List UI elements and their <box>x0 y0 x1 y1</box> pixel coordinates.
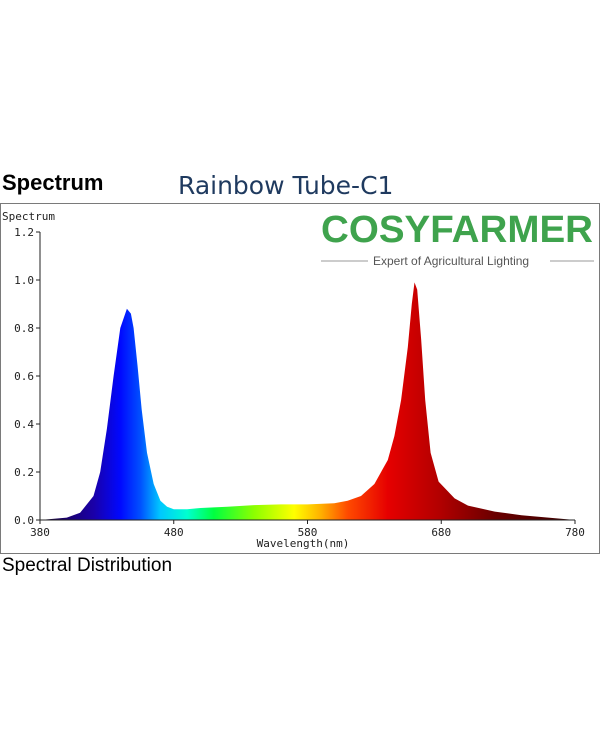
y-tick-label: 0.6 <box>14 370 34 383</box>
product-title: Rainbow Tube-C1 <box>178 171 394 200</box>
x-tick-label: 380 <box>30 526 50 539</box>
section-title: Spectrum <box>2 170 104 195</box>
caption: Spectral Distribution <box>2 555 173 576</box>
chart-frame: COSYFARMER Expert of Agricultural Lighti… <box>0 203 600 554</box>
spectrum-chart: COSYFARMER Expert of Agricultural Lighti… <box>2 209 594 550</box>
logo-tagline: Expert of Agricultural Lighting <box>373 254 529 268</box>
y-tick-label: 1.0 <box>14 274 34 287</box>
x-tick-label: 480 <box>164 526 184 539</box>
x-axis-label: Wavelength(nm) <box>257 537 350 550</box>
cosyfarmer-logo: COSYFARMER Expert of Agricultural Lighti… <box>321 209 594 268</box>
y-tick-label: 0.4 <box>14 418 34 431</box>
x-tick-label: 580 <box>298 526 318 539</box>
y-tick-label: 0.2 <box>14 466 34 479</box>
y-tick-label: 1.2 <box>14 226 34 239</box>
y-tick-label: 0.8 <box>14 322 34 335</box>
spectrum-area <box>40 282 575 520</box>
logo-text: COSYFARMER <box>321 209 593 251</box>
y-axis-label: Spectrum <box>2 210 55 223</box>
x-tick-label: 780 <box>565 526 585 539</box>
x-tick-label: 680 <box>431 526 451 539</box>
y-tick-label: 0.0 <box>14 514 34 527</box>
